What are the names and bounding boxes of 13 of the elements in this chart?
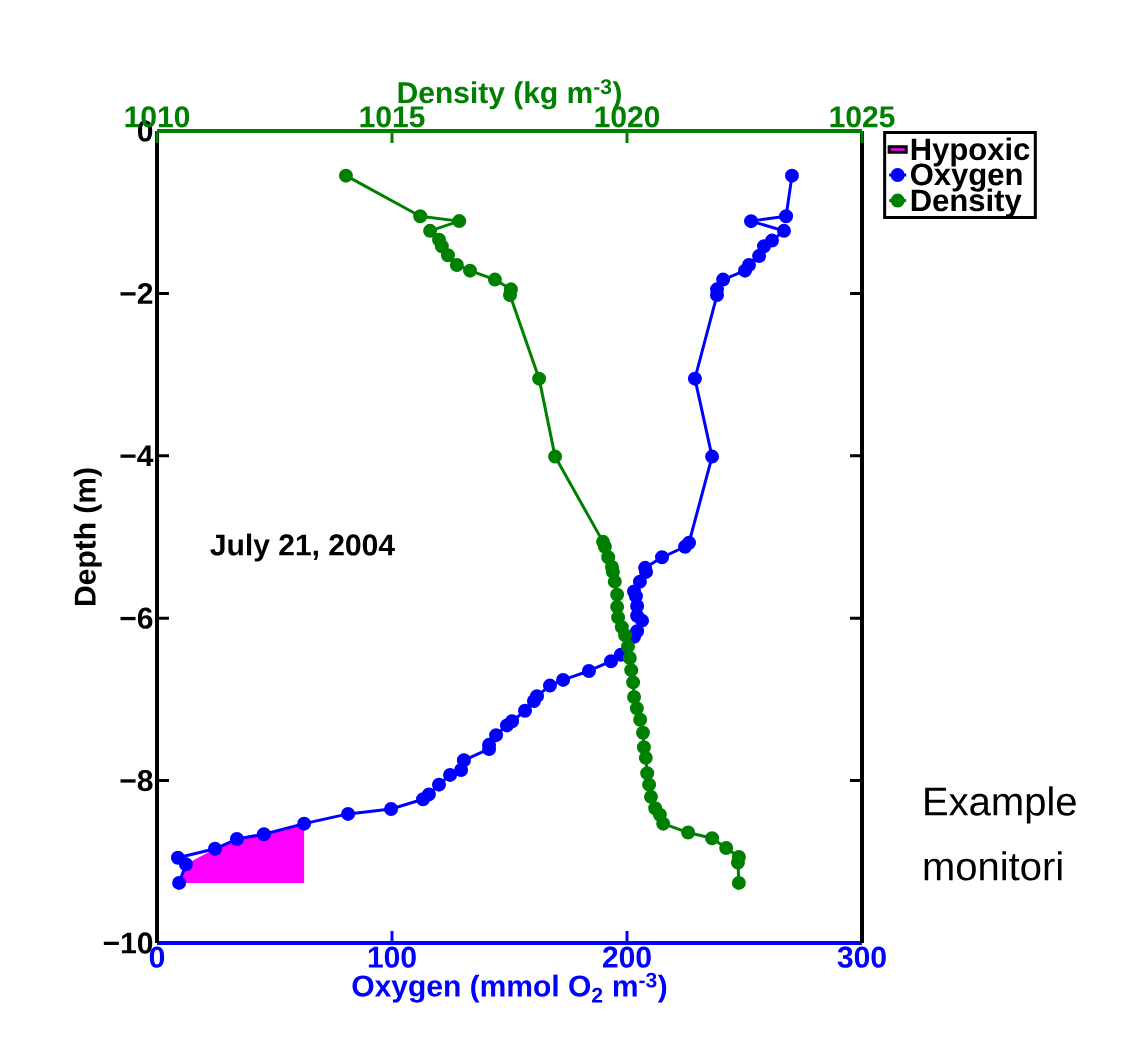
x-tick-label: 100	[368, 946, 416, 968]
text: monitori	[924, 851, 1062, 881]
y-tick-label: −2	[120, 282, 153, 304]
x-tick-label: 200	[603, 946, 651, 968]
y-tick-label: −6	[120, 607, 153, 629]
x2-tick-label: 1025	[830, 106, 895, 128]
x-axis-title: Oxygen (mmol O$_{2}$ m$^{-3}$)	[352, 972, 667, 1003]
annotation: July 21, 2004	[210, 533, 395, 562]
text: Example	[925, 786, 1076, 824]
y-axis-title: Depth (m)	[73, 468, 102, 605]
y-tick-label: −4	[120, 445, 154, 467]
y-tick-label: −8	[120, 769, 153, 792]
x-tick-label: 300	[837, 946, 886, 968]
